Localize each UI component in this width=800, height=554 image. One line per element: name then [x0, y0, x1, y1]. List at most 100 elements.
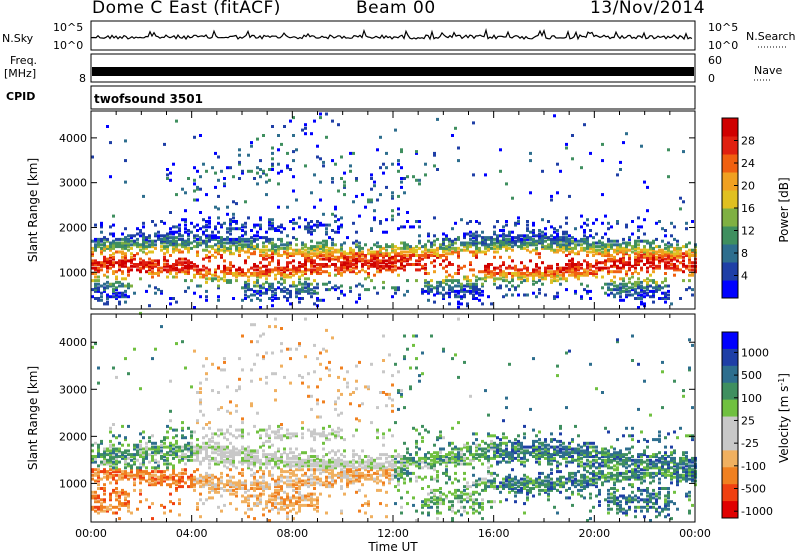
power-cell — [592, 241, 595, 245]
power-cell — [322, 246, 325, 250]
velocity-cell — [199, 402, 202, 406]
power-cell — [595, 266, 598, 270]
velocity-cell — [94, 456, 97, 460]
power-cell — [364, 263, 367, 266]
velocity-cell — [151, 479, 154, 483]
velocity-cell — [271, 443, 274, 447]
power-cell — [199, 295, 202, 299]
velocity-cell — [241, 458, 244, 462]
power-cell — [325, 243, 328, 247]
power-cell — [445, 270, 448, 274]
power-cell — [334, 268, 337, 272]
velocity-cell — [118, 468, 121, 472]
power-cell — [241, 234, 244, 238]
velocity-cell — [232, 453, 235, 457]
velocity-cell — [94, 490, 97, 494]
power-cell — [424, 289, 427, 293]
velocity-cell — [202, 413, 205, 417]
power-cell — [265, 264, 268, 268]
power-cell — [691, 268, 694, 272]
power-cell — [448, 245, 451, 249]
power-cell — [115, 241, 118, 245]
power-cell — [211, 273, 214, 277]
velocity-cell — [202, 485, 205, 489]
velocity-cell — [127, 462, 130, 466]
power-cell — [232, 264, 235, 268]
velocity-cell — [118, 434, 121, 438]
power-cell — [259, 293, 262, 297]
power-cell — [244, 245, 247, 249]
power-cell — [271, 218, 274, 222]
power-cell — [481, 289, 484, 293]
power-cell — [112, 255, 115, 259]
power-cell — [523, 241, 526, 245]
power-cell — [289, 275, 292, 279]
velocity-cell — [304, 317, 307, 321]
power-cell — [316, 282, 319, 286]
velocity-cell — [292, 494, 295, 498]
velocity-cell — [328, 485, 331, 489]
velocity-cell — [322, 455, 325, 458]
power-cell — [652, 289, 655, 293]
power-cell — [517, 236, 520, 240]
power-cell — [187, 234, 190, 238]
power-cell — [208, 277, 211, 281]
velocity-cell — [160, 451, 163, 455]
power-cell — [262, 248, 265, 252]
power-cell — [400, 177, 403, 180]
velocity-cell — [172, 464, 175, 468]
power-cell — [433, 250, 436, 254]
power-cell — [265, 288, 268, 292]
power-cell — [559, 268, 562, 272]
power-cell — [148, 243, 151, 247]
power-cell — [130, 243, 133, 247]
power-cell — [277, 148, 280, 152]
velocity-cell — [157, 466, 160, 470]
power-cell — [691, 248, 694, 252]
velocity-cell — [292, 503, 295, 507]
power-cell — [277, 254, 280, 257]
power-cell — [298, 275, 301, 279]
power-cell — [175, 246, 178, 250]
power-cell — [193, 273, 196, 277]
power-cell — [220, 270, 223, 274]
power-cell — [469, 268, 472, 272]
power-cell — [448, 284, 451, 288]
velocity-cell — [256, 456, 259, 460]
power-cell — [274, 273, 277, 277]
velocity-cell — [169, 477, 172, 481]
power-cell — [187, 232, 190, 236]
power-cell — [601, 241, 604, 245]
power-cell — [148, 257, 151, 261]
velocity-cell — [151, 470, 154, 474]
velocity-cell — [229, 424, 232, 428]
power-cell — [97, 268, 100, 272]
velocity-cell — [115, 462, 118, 466]
power-cell — [157, 259, 160, 263]
power-cell — [520, 243, 523, 247]
power-cell — [394, 257, 397, 261]
power-cell — [619, 245, 622, 249]
power-cell — [433, 293, 436, 297]
power-cell — [607, 266, 610, 270]
velocity-cell — [97, 455, 100, 458]
velocity-cell — [238, 449, 241, 453]
velocity-cell — [121, 503, 124, 507]
power-cell — [295, 266, 298, 270]
power-cell — [475, 282, 478, 286]
velocity-cell — [109, 503, 112, 507]
velocity-cell — [145, 470, 148, 474]
power-cell — [676, 259, 679, 263]
velocity-cell — [205, 475, 208, 479]
power-cell — [607, 221, 610, 225]
power-cell — [265, 289, 268, 293]
velocity-cell — [91, 470, 94, 474]
power-cell — [115, 277, 118, 281]
power-cell — [262, 270, 265, 274]
power-cell — [292, 268, 295, 272]
power-cell — [430, 288, 433, 292]
station-title: Dome C East (fitACF) — [92, 0, 281, 18]
power-cell — [94, 223, 97, 227]
velocity-cell — [172, 468, 175, 472]
